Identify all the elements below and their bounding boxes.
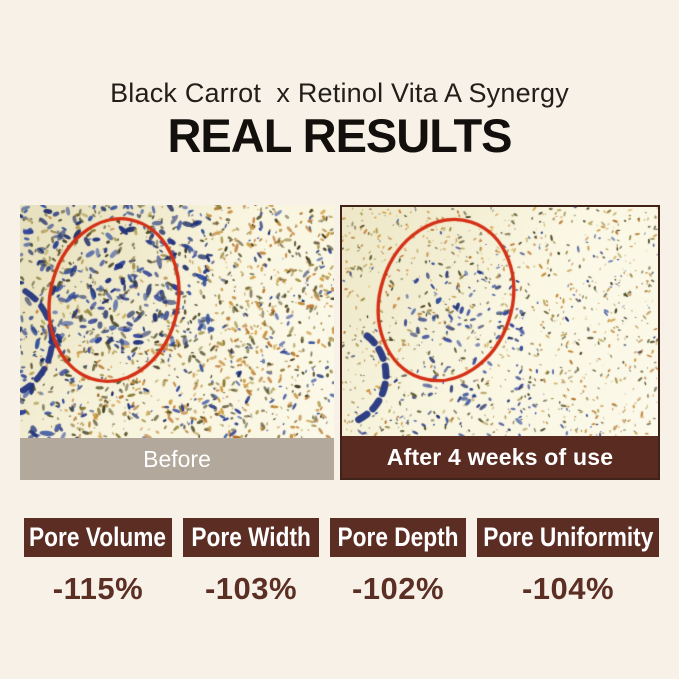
stat-label-box: Pore Uniformity (477, 518, 659, 557)
page-title: REAL RESULTS (167, 109, 512, 162)
stat-pore-uniformity: Pore Uniformity -104% (477, 518, 659, 607)
after-skin-photo (342, 207, 658, 436)
stat-label-box: Pore Width (183, 518, 319, 557)
header: Black Carrot x Retinol Vita A Synergy RE… (0, 76, 679, 161)
stat-pore-volume: Pore Volume -115% (24, 518, 172, 607)
stats-row: Pore Volume -115% Pore Width -103% Pore … (24, 518, 659, 607)
stat-pore-depth: Pore Depth -102% (330, 518, 466, 607)
before-skin-photo (20, 205, 334, 438)
stat-label-box: Pore Volume (24, 518, 172, 557)
stat-label-text: Pore Depth (337, 522, 459, 552)
stat-value: -104% (521, 571, 615, 606)
stat-pore-width: Pore Width -103% (183, 518, 319, 607)
before-figure: Before (20, 205, 334, 480)
stat-label-text: Pore Width (191, 522, 311, 552)
after-label: After 4 weeks of use (342, 436, 658, 478)
stat-value: -102% (351, 571, 445, 606)
before-label: Before (20, 438, 334, 480)
stat-label-box: Pore Depth (330, 518, 466, 557)
stat-value: -115% (52, 571, 144, 606)
stat-label-text: Pore Uniformity (482, 522, 654, 552)
product-subtitle: Black Carrot x Retinol Vita A Synergy (110, 78, 569, 108)
after-figure: After 4 weeks of use (340, 205, 660, 480)
stat-label-text: Pore Volume (29, 522, 167, 552)
stat-value: -103% (204, 571, 298, 606)
